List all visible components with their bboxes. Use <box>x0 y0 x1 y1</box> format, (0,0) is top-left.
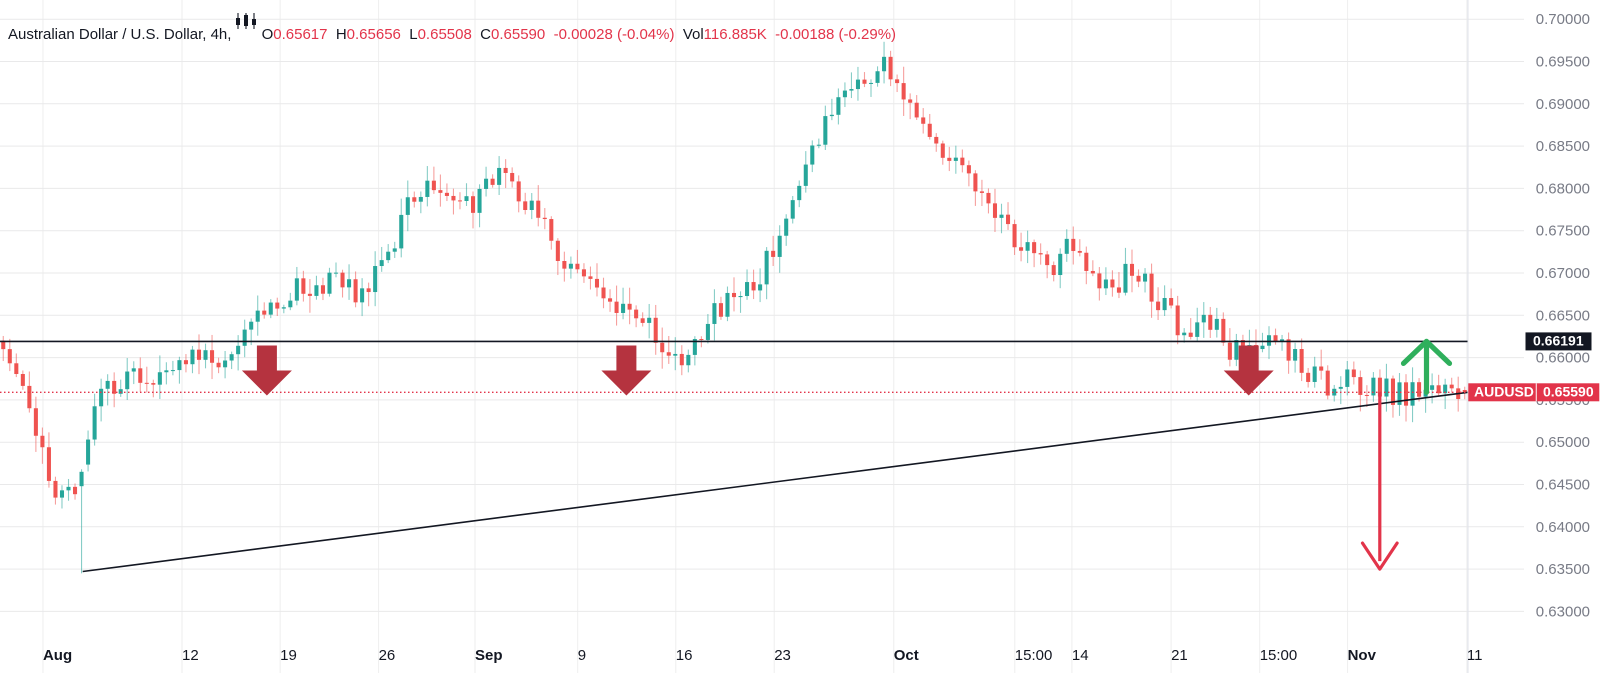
svg-text:23: 23 <box>774 647 791 664</box>
svg-text:0.67500: 0.67500 <box>1536 223 1590 240</box>
svg-text:9: 9 <box>578 647 586 664</box>
svg-text:0.68000: 0.68000 <box>1536 180 1590 197</box>
svg-text:0.66500: 0.66500 <box>1536 307 1590 324</box>
svg-text:12: 12 <box>182 647 199 664</box>
svg-text:15:00: 15:00 <box>1260 647 1298 664</box>
svg-text:0.66000: 0.66000 <box>1536 350 1590 367</box>
svg-text:0.63000: 0.63000 <box>1536 603 1590 620</box>
svg-text:26: 26 <box>379 647 396 664</box>
svg-text:0.63500: 0.63500 <box>1536 561 1590 578</box>
svg-text:AUDUSD: AUDUSD <box>1474 384 1534 400</box>
svg-text:0.69500: 0.69500 <box>1536 54 1590 71</box>
svg-text:Sep: Sep <box>475 647 503 664</box>
svg-text:Aug: Aug <box>43 647 72 664</box>
svg-text:16: 16 <box>676 647 693 664</box>
svg-text:0.69000: 0.69000 <box>1536 96 1590 113</box>
svg-text:0.68500: 0.68500 <box>1536 138 1590 155</box>
svg-text:Nov: Nov <box>1348 647 1377 664</box>
svg-text:0.66191: 0.66191 <box>1533 333 1584 349</box>
svg-text:0.67000: 0.67000 <box>1536 265 1590 282</box>
svg-text:0.65000: 0.65000 <box>1536 434 1590 451</box>
svg-text:0.65590: 0.65590 <box>1543 384 1594 400</box>
svg-text:14: 14 <box>1072 647 1089 664</box>
svg-text:0.70000: 0.70000 <box>1536 11 1590 28</box>
svg-text:11: 11 <box>1467 647 1483 664</box>
svg-text:Oct: Oct <box>894 647 919 664</box>
svg-text:19: 19 <box>280 647 297 664</box>
svg-text:15:00: 15:00 <box>1015 647 1053 664</box>
svg-text:0.64500: 0.64500 <box>1536 477 1590 494</box>
svg-text:21: 21 <box>1171 647 1188 664</box>
svg-text:0.64000: 0.64000 <box>1536 519 1590 536</box>
